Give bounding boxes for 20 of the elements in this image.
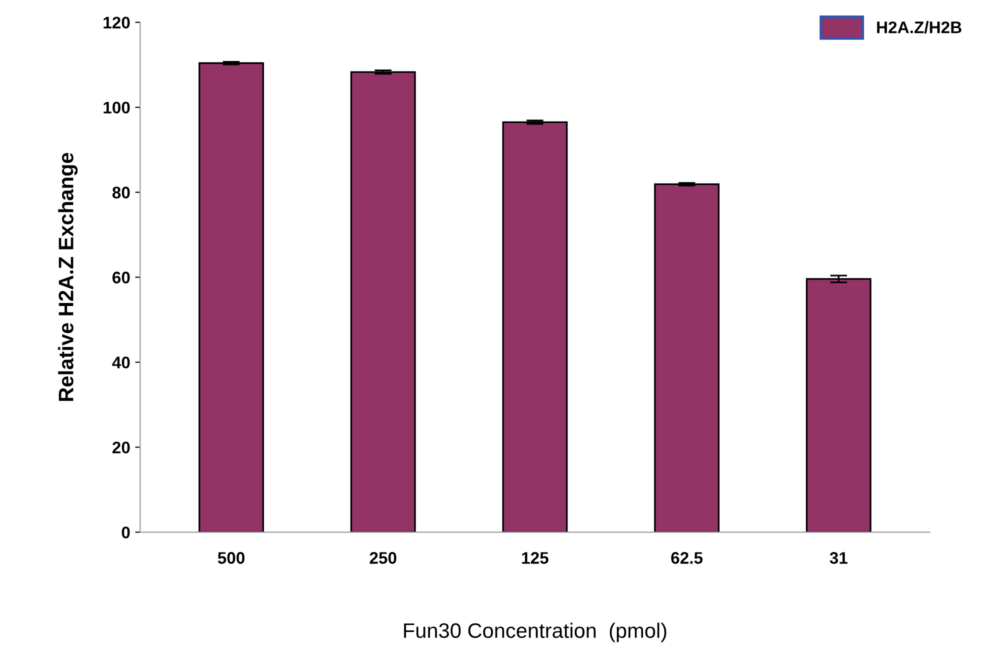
x-tick-label: 31 [830,552,848,564]
x-tick-label: 250 [370,552,396,564]
y-tick-label: 20 [112,442,130,454]
x-tick-label: 125 [522,552,548,564]
bar [350,71,416,532]
x-tick-label: 500 [218,552,244,564]
x-tick-label: 62.5 [671,552,703,564]
y-tick-label: 120 [104,16,130,29]
bar [198,62,264,532]
y-tick-label: 60 [112,272,130,284]
bar [654,183,720,532]
bar [806,278,872,532]
y-axis-title: Relative H2A.Z Exchange [58,152,78,401]
x-axis-title: Fun30 Concentration (pmol) [404,622,666,642]
y-tick-label: 80 [112,186,130,198]
y-tick-label: 100 [104,102,130,114]
bar [502,121,568,532]
legend-label: H2A.Z/H2B [877,21,962,34]
y-tick-label: 40 [112,356,130,368]
y-tick-label: 0 [122,526,130,538]
